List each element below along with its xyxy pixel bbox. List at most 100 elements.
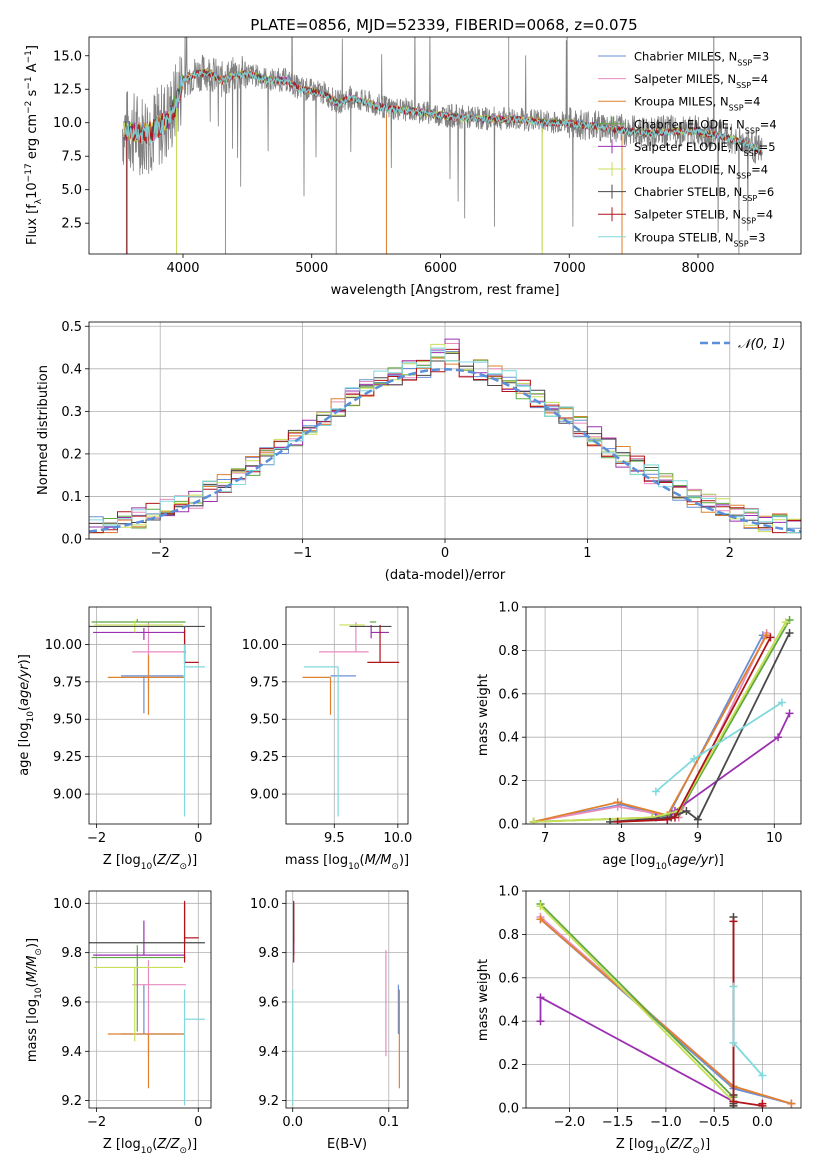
series-point bbox=[729, 1097, 738, 1106]
label-part: ( bbox=[665, 1137, 670, 1152]
y-tick-label: 9.6 bbox=[61, 995, 82, 1010]
series-point bbox=[536, 915, 545, 924]
x-tick-label: 5000 bbox=[295, 261, 328, 276]
age_vs_Z-frame bbox=[88, 606, 212, 825]
y-axis-label: mass [log10(M/M⊙)] bbox=[25, 938, 44, 1062]
label-part: Z/Z bbox=[156, 1137, 180, 1152]
series-point bbox=[529, 817, 538, 824]
y-tick-label: 0.0 bbox=[61, 533, 82, 548]
age_vs_Z-plot-area bbox=[89, 618, 205, 817]
label-part: 10 bbox=[655, 862, 667, 872]
series-point bbox=[536, 1017, 545, 1026]
series-point bbox=[729, 982, 738, 991]
legend-label-tail: =4 bbox=[756, 208, 773, 222]
x-axis-label: Z [log10(Z/Z⊙)] bbox=[103, 853, 197, 872]
label-part: ⊙ bbox=[179, 862, 187, 872]
label-part: −1 bbox=[24, 50, 34, 63]
legend-label-text: Salpeter ELODIE, N bbox=[634, 140, 744, 154]
errorbar-kroupa-elodie bbox=[94, 966, 184, 1042]
series-point bbox=[670, 813, 679, 822]
x-tick-label: 7 bbox=[541, 831, 549, 846]
x-axis-label: Z [log10(Z/Z⊙)] bbox=[103, 1137, 197, 1156]
errorbar-kroupa-stelib bbox=[183, 989, 205, 1106]
y-tick-label: 10.00 bbox=[45, 638, 82, 653]
x-tick-label: 2 bbox=[726, 546, 734, 561]
label-part: λ bbox=[34, 198, 44, 204]
x-axis-label: wavelength [Angstrom, rest frame] bbox=[331, 283, 560, 298]
label-part: age [log bbox=[17, 723, 32, 776]
age_vs_mass-plot-area bbox=[302, 621, 400, 817]
mass_vs_ebv-plot-area bbox=[292, 900, 400, 1106]
y-tick-label: 0.6 bbox=[498, 971, 519, 986]
y-tick-label: 10.0 bbox=[53, 116, 82, 131]
errorbar-kroupa-stelib bbox=[183, 644, 205, 817]
legend-label-sub: SSP bbox=[741, 216, 756, 225]
residuals-frame bbox=[88, 321, 802, 540]
label-part: mass [log bbox=[25, 999, 40, 1062]
legend-label-text: Chabrier MILES, N bbox=[634, 50, 737, 64]
y-tick-label: 9.50 bbox=[53, 713, 82, 728]
label-part: M/M bbox=[25, 956, 40, 983]
label-part: A bbox=[25, 63, 40, 76]
label-part: −1 bbox=[24, 76, 34, 89]
series-point bbox=[613, 798, 622, 807]
y-tick-label: 0.4 bbox=[498, 731, 519, 746]
legend-label-kroupa-elodie: Kroupa ELODIE, NSSP=4 bbox=[634, 163, 768, 181]
label-part: )] bbox=[700, 1137, 710, 1152]
x-tick-label: −1.5 bbox=[602, 1115, 634, 1130]
legend-label-tail: =6 bbox=[757, 185, 774, 199]
y-tick-label: 10.0 bbox=[250, 897, 279, 912]
label-part: −17 bbox=[24, 163, 34, 182]
legend-label-sub: SSP bbox=[729, 103, 744, 112]
series-point bbox=[785, 709, 794, 718]
x-axis-label: Z [log10(Z/Z⊙)] bbox=[616, 1137, 710, 1156]
panel-mass_vs_ebv: 0.0 0.1 9.2 9.4 9.6 9.8 10.0 E(B-V) bbox=[250, 890, 409, 1152]
y-tick-label: 0.1 bbox=[61, 490, 82, 505]
label-part: Z [log bbox=[103, 1137, 141, 1152]
series-kroupa-stelib bbox=[651, 698, 786, 796]
errorbar-kroupa-miles bbox=[107, 654, 185, 715]
mass_vs_Z-frame bbox=[88, 890, 212, 1109]
legend-label-sub: SSP bbox=[744, 148, 759, 157]
series-point bbox=[729, 1038, 738, 1047]
series-point bbox=[781, 618, 790, 627]
label-part: 10 bbox=[25, 182, 40, 199]
errorbar-salpeter-stelib bbox=[183, 900, 199, 963]
legend-label-kroupa-miles: Kroupa MILES, NSSP=4 bbox=[634, 95, 760, 113]
x-tick-label: −0.5 bbox=[698, 1115, 730, 1130]
series-point bbox=[729, 917, 738, 926]
weight_vs_Z-plot-area bbox=[536, 900, 796, 1108]
x-tick-label: −2 bbox=[87, 831, 106, 846]
age_vs_Z-grid bbox=[89, 607, 211, 824]
legend-label-sub: SSP bbox=[736, 171, 751, 180]
x-tick-label: −2 bbox=[87, 1115, 106, 1130]
errorbar-kroupa-stelib bbox=[303, 666, 339, 817]
y-tick-label: 0.0 bbox=[498, 818, 519, 833]
y-tick-label: 10.0 bbox=[53, 897, 82, 912]
legend-label-kroupa-stelib: Kroupa STELIB, NSSP=3 bbox=[634, 230, 765, 248]
errorbar-chabrier-elodie bbox=[91, 618, 186, 623]
y-tick-label: 9.8 bbox=[61, 946, 82, 961]
legend-label-sub: SSP bbox=[736, 81, 751, 90]
errorbar-salpeter-elodie bbox=[93, 920, 185, 956]
series-point bbox=[777, 698, 786, 707]
x-tick-label: 1 bbox=[583, 546, 591, 561]
series-point bbox=[613, 817, 622, 824]
weight_vs_age-plot-area bbox=[529, 616, 794, 824]
y-tick-label: 9.50 bbox=[250, 713, 279, 728]
y-tick-label: 0.4 bbox=[498, 1015, 519, 1030]
legend-label-text: Kroupa MILES, N bbox=[634, 95, 729, 109]
legend-label-text: Chabrier ELODIE, N bbox=[634, 117, 745, 131]
y-tick-label: 0.2 bbox=[61, 447, 82, 462]
label-part: )] bbox=[17, 654, 32, 664]
legend-label-tail: =4 bbox=[744, 95, 761, 109]
x-axis-label: E(B-V) bbox=[327, 1137, 367, 1152]
series-point bbox=[536, 902, 545, 911]
y-tick-label: 1.0 bbox=[498, 601, 519, 616]
legend-label-sub: SSP bbox=[737, 58, 752, 67]
x-tick-label: 10.0 bbox=[383, 831, 412, 846]
